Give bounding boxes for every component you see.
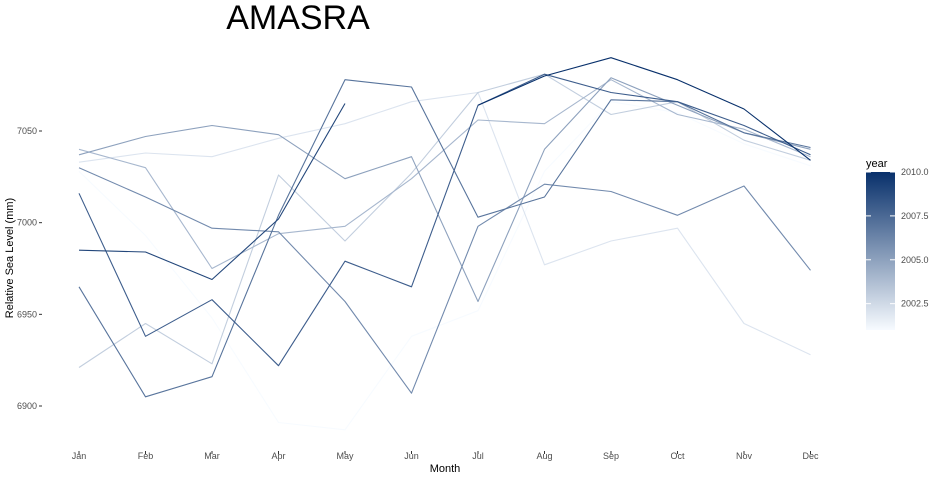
y-tick-label: 7050 <box>17 126 37 136</box>
legend-tick-label: 2010.0 <box>901 167 929 177</box>
x-tick-label: May <box>336 451 354 461</box>
series-line-2007 <box>78 79 811 398</box>
x-tick-label: Oct <box>670 451 685 461</box>
y-tick-label: 6900 <box>17 401 37 411</box>
x-tick-label: Feb <box>138 451 154 461</box>
series-line-2009 <box>78 103 346 281</box>
series-line-2001 <box>78 101 811 431</box>
chart-title: AMASRA <box>226 0 370 37</box>
series-line-2002 <box>78 91 811 356</box>
x-tick-label: Aug <box>536 451 552 461</box>
color-legend: year 2002.5 2005.0 2007.5 2010.0 <box>866 158 929 330</box>
series-line-2003 <box>78 73 811 368</box>
x-tick-label: Jul <box>472 451 484 461</box>
series-line-2004 <box>78 79 811 270</box>
legend-title: year <box>866 158 888 170</box>
y-axis-title: Relative Sea Level (mm) <box>4 198 16 318</box>
legend-tick-label: 2005.0 <box>901 255 929 265</box>
y-axis: 6900 6950 7000 7050 <box>17 126 42 411</box>
series-line-2010 <box>477 57 811 161</box>
y-tick-label: 6950 <box>17 309 37 319</box>
x-tick-label: Sep <box>603 451 619 461</box>
x-axis: Jan Feb Mar Apr May Jun Jul Aug Sep Oct Nov Dec <box>72 451 819 461</box>
legend-tick-label: 2002.5 <box>901 299 929 309</box>
x-tick-label: Dec <box>802 451 819 461</box>
x-tick-label: Jun <box>404 451 419 461</box>
x-axis-title: Month <box>430 463 461 475</box>
x-tick-label: Jan <box>72 451 87 461</box>
y-tick-label: 7000 <box>17 218 37 228</box>
x-tick-label: Mar <box>204 451 220 461</box>
x-tick-label: Apr <box>271 451 285 461</box>
series-line-2008 <box>78 73 811 367</box>
series-line-2005 <box>78 77 811 303</box>
legend-color-bar <box>866 172 895 330</box>
x-tick-label: Nov <box>736 451 753 461</box>
plot-area <box>78 57 811 431</box>
series-line-2006 <box>78 167 811 394</box>
legend-tick-label: 2007.5 <box>901 211 929 221</box>
